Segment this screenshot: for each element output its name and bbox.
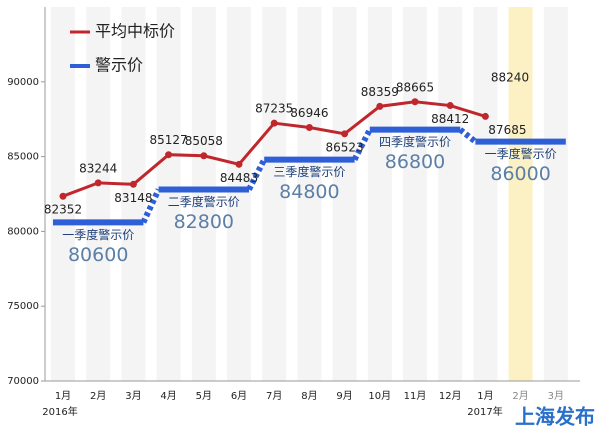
x-tick-label: 11月 xyxy=(404,390,427,402)
legend-label: 警示价 xyxy=(95,56,143,75)
price-point xyxy=(376,102,384,110)
x-tick-label: 1月 xyxy=(55,390,71,402)
x-tick-label: 9月 xyxy=(336,390,352,402)
warning-transition xyxy=(246,158,267,191)
data-label: 84483 xyxy=(220,171,258,185)
data-label: 87685 xyxy=(488,123,526,137)
column-band xyxy=(262,7,287,381)
annotation: 88240 xyxy=(491,71,529,85)
y-tick-label: 75000 xyxy=(7,301,39,312)
price-point xyxy=(59,192,67,200)
y-tick-label: 85000 xyxy=(7,152,39,163)
data-label: 83244 xyxy=(79,161,117,175)
data-label: 83148 xyxy=(114,191,152,205)
quarter-value: 86800 xyxy=(385,151,445,173)
quarter-value: 82800 xyxy=(174,211,234,233)
column-band xyxy=(438,7,463,381)
x-tick-label: 10月 xyxy=(368,390,391,402)
data-label: 88665 xyxy=(396,80,434,94)
y-tick-label: 90000 xyxy=(7,77,39,88)
quarter-label: 二季度警示价 xyxy=(168,194,240,209)
column-band xyxy=(367,7,392,381)
column-band xyxy=(332,7,357,381)
x-tick-label: 3月 xyxy=(548,390,564,402)
price-point xyxy=(411,98,419,106)
quarter-value: 84800 xyxy=(279,181,339,203)
x-tick-label: 5月 xyxy=(196,390,212,402)
quarter-label: 一季度警示价 xyxy=(485,146,557,161)
column-band xyxy=(156,7,181,381)
quarter-value: 86000 xyxy=(490,163,550,185)
price-point xyxy=(200,152,208,160)
price-point xyxy=(165,151,173,159)
quarter-label: 三季度警示价 xyxy=(273,164,345,179)
column-band xyxy=(543,7,568,381)
price-point xyxy=(446,102,454,110)
column-band xyxy=(86,7,111,381)
quarter-label: 一季度警示价 xyxy=(62,227,134,242)
quarter-value: 80600 xyxy=(68,244,128,266)
x-tick-label: 2月 xyxy=(512,390,528,402)
price-point xyxy=(235,160,243,168)
price-point xyxy=(481,112,489,120)
price-point xyxy=(129,180,137,188)
warning-transition xyxy=(458,127,478,144)
price-point xyxy=(341,130,349,138)
column-band xyxy=(121,7,146,381)
column-band xyxy=(473,7,498,381)
legend-label: 平均中标价 xyxy=(95,22,175,41)
data-label: 86946 xyxy=(290,106,328,120)
x-tick-label: 2月 xyxy=(90,390,106,402)
y-tick-label: 80000 xyxy=(7,226,39,237)
x-tick-label: 12月 xyxy=(439,390,462,402)
column-band xyxy=(403,7,427,381)
x-tick-label: 8月 xyxy=(301,390,317,402)
year-label: 2017年 xyxy=(467,405,502,418)
y-tick-label: 70000 xyxy=(7,376,39,387)
year-label: 2016年 xyxy=(42,405,77,418)
x-tick-label: 3月 xyxy=(125,390,141,402)
data-label: 85127 xyxy=(150,133,188,147)
x-tick-label: 1月 xyxy=(477,390,493,402)
warning-transition xyxy=(140,188,162,224)
price-point xyxy=(94,179,102,187)
column-band xyxy=(297,7,322,381)
column-band xyxy=(227,7,251,381)
data-label: 88359 xyxy=(361,85,399,99)
x-tick-label: 6月 xyxy=(231,390,247,402)
data-label: 86523 xyxy=(326,140,364,154)
warning-transition xyxy=(351,128,373,161)
column-band xyxy=(508,7,533,381)
price-point xyxy=(270,119,278,127)
data-label: 88412 xyxy=(431,112,469,126)
quarter-label: 四季度警示价 xyxy=(379,134,451,149)
watermark: 上海发布 xyxy=(515,405,595,429)
x-tick-label: 7月 xyxy=(266,390,282,402)
data-label: 87235 xyxy=(255,102,293,116)
price-point xyxy=(305,123,313,131)
data-label: 85058 xyxy=(185,134,223,148)
data-label: 82352 xyxy=(44,203,82,217)
column-band xyxy=(191,7,216,381)
x-tick-label: 4月 xyxy=(160,390,176,402)
